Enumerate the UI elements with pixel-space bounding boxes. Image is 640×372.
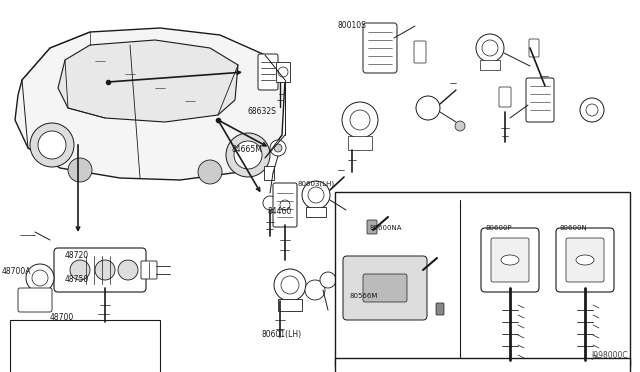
Circle shape [346,208,356,218]
FancyBboxPatch shape [363,274,407,302]
FancyBboxPatch shape [526,78,554,122]
Bar [335,358,630,372]
Text: 80600N: 80600N [560,225,588,231]
Bar [10,320,160,372]
Bar [335,192,630,366]
Text: 80603(LH): 80603(LH) [297,181,334,187]
Circle shape [482,40,498,56]
FancyBboxPatch shape [258,54,278,90]
Bar [276,62,290,82]
FancyBboxPatch shape [491,238,529,282]
FancyBboxPatch shape [343,256,427,320]
FancyBboxPatch shape [481,228,539,292]
Circle shape [305,280,325,300]
FancyBboxPatch shape [529,39,539,57]
Circle shape [350,110,370,130]
Circle shape [320,272,336,288]
Circle shape [234,141,262,169]
Circle shape [281,276,299,294]
FancyBboxPatch shape [54,248,146,292]
FancyBboxPatch shape [566,238,604,282]
Circle shape [95,260,115,280]
Text: 80600P: 80600P [486,225,513,231]
Circle shape [118,260,138,280]
Polygon shape [15,28,285,180]
Circle shape [580,98,604,122]
FancyBboxPatch shape [414,41,426,63]
Text: 68632S: 68632S [248,108,277,116]
Text: 84460: 84460 [268,208,292,217]
Text: 48700A: 48700A [2,267,31,276]
Circle shape [70,260,90,280]
FancyBboxPatch shape [499,87,511,107]
Bar [306,207,326,217]
Circle shape [455,121,465,131]
Circle shape [278,67,288,77]
Circle shape [226,133,270,177]
FancyBboxPatch shape [556,228,614,292]
Text: 80566M: 80566M [350,293,378,299]
Bar [480,60,500,70]
Circle shape [270,140,286,156]
Circle shape [26,264,54,292]
Circle shape [30,123,74,167]
Circle shape [342,102,378,138]
Circle shape [198,160,222,184]
Circle shape [308,187,324,203]
Text: 80600NA: 80600NA [370,225,403,231]
Text: 48700: 48700 [50,314,74,323]
Ellipse shape [501,255,519,265]
Circle shape [476,34,504,62]
Text: 48720: 48720 [65,250,89,260]
Text: 80010S: 80010S [338,22,367,31]
Circle shape [38,131,66,159]
FancyBboxPatch shape [18,288,52,312]
Circle shape [416,96,440,120]
Circle shape [280,200,290,210]
FancyBboxPatch shape [273,183,297,227]
FancyBboxPatch shape [436,303,444,315]
Ellipse shape [576,255,594,265]
Text: J998000C: J998000C [591,351,628,360]
Bar [278,299,302,311]
Text: 84665M: 84665M [232,145,263,154]
Text: 48750: 48750 [65,276,89,285]
Polygon shape [58,40,238,122]
FancyBboxPatch shape [363,23,397,73]
FancyBboxPatch shape [367,220,377,234]
Circle shape [274,144,282,152]
Text: 80601(LH): 80601(LH) [262,330,302,340]
Circle shape [263,196,277,210]
Circle shape [586,104,598,116]
Bar [264,166,274,180]
Circle shape [32,270,48,286]
FancyBboxPatch shape [141,261,157,279]
Circle shape [302,181,330,209]
Circle shape [274,269,306,301]
Circle shape [68,158,92,182]
Bar [348,136,372,150]
